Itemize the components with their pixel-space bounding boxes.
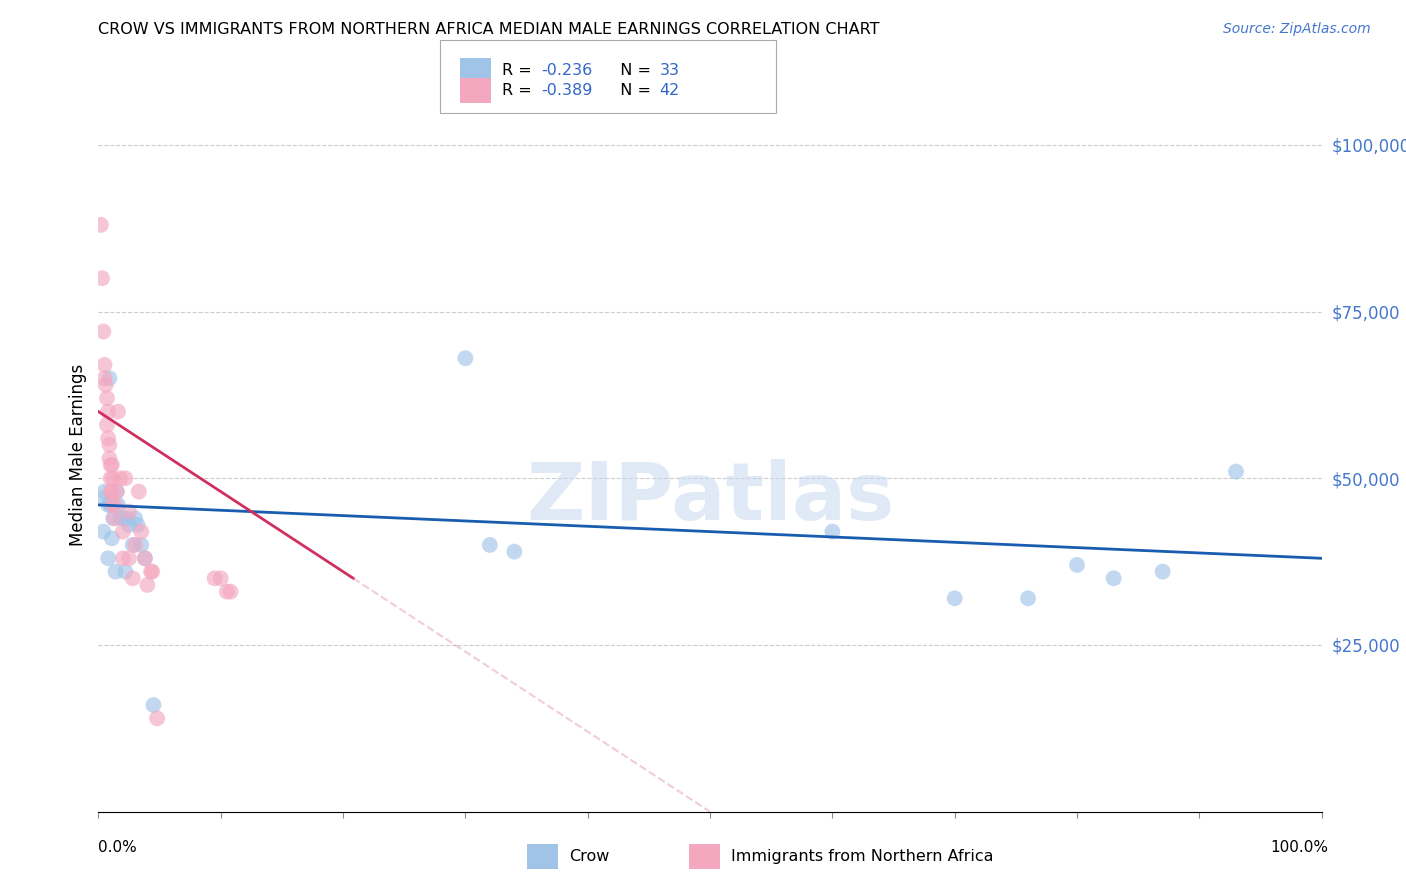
Point (503, 544, 526, 558)
Point (97, 431, 120, 445)
Point (103, 511, 125, 525)
Point (111, 524, 134, 539)
Text: N =: N = (610, 63, 657, 78)
Point (104, 565, 127, 579)
Point (129, 538, 152, 552)
Point (943, 591, 966, 606)
Point (1152, 565, 1174, 579)
Point (124, 511, 146, 525)
Text: Crow: Crow (569, 849, 610, 863)
Point (97, 404, 120, 418)
Point (142, 698, 165, 712)
Point (90, 218, 112, 232)
Point (93, 358, 115, 372)
Point (121, 571, 143, 585)
Point (101, 484, 124, 499)
Y-axis label: Median Male Earnings: Median Male Earnings (69, 364, 87, 546)
Point (121, 538, 143, 552)
Point (134, 551, 156, 566)
Point (134, 551, 156, 566)
Text: R =: R = (502, 83, 537, 97)
Point (215, 584, 238, 599)
Point (478, 538, 501, 552)
Point (204, 571, 226, 585)
Point (146, 711, 169, 725)
Text: 0.0%: 0.0% (98, 840, 138, 855)
Point (100, 458, 122, 472)
Point (91, 271, 114, 285)
Point (101, 511, 124, 525)
Point (1225, 465, 1247, 479)
Point (91, 524, 114, 539)
Point (101, 531, 124, 545)
Point (1017, 591, 1039, 606)
Point (91, 491, 114, 506)
Point (114, 471, 136, 485)
Point (219, 584, 242, 599)
Point (93, 371, 115, 385)
Text: -0.236: -0.236 (541, 63, 592, 78)
Point (101, 458, 124, 472)
Point (117, 511, 139, 525)
Point (118, 518, 141, 533)
Text: 42: 42 (659, 83, 679, 97)
Point (101, 471, 124, 485)
Point (454, 351, 477, 366)
Point (100, 484, 122, 499)
Text: R =: R = (502, 63, 537, 78)
Point (114, 565, 136, 579)
Point (96, 417, 118, 432)
Point (98, 371, 121, 385)
Point (96, 391, 118, 405)
Point (127, 518, 149, 533)
Text: 33: 33 (659, 63, 679, 78)
Point (98, 438, 121, 452)
Point (100, 471, 122, 485)
Text: Source: ZipAtlas.com: Source: ZipAtlas.com (1223, 22, 1371, 37)
Point (136, 578, 159, 592)
Point (107, 498, 129, 512)
Point (97, 498, 120, 512)
Text: -0.389: -0.389 (541, 83, 593, 97)
Point (98, 451, 121, 466)
Point (110, 511, 132, 525)
Point (105, 484, 128, 499)
Point (100, 498, 122, 512)
Point (139, 565, 162, 579)
Point (97, 551, 120, 566)
Point (118, 551, 141, 566)
Point (128, 484, 150, 499)
Text: N =: N = (610, 83, 657, 97)
Point (129, 524, 152, 539)
Point (93, 484, 115, 499)
Point (91, 325, 114, 339)
Text: Immigrants from Northern Africa: Immigrants from Northern Africa (731, 849, 994, 863)
Point (105, 484, 128, 499)
Point (209, 571, 232, 585)
Text: ZIPatlas: ZIPatlas (526, 458, 894, 537)
Point (94, 377, 117, 392)
Point (111, 551, 134, 566)
Text: 100.0%: 100.0% (1271, 840, 1329, 855)
Point (101, 498, 124, 512)
Text: CROW VS IMMIGRANTS FROM NORTHERN AFRICA MEDIAN MALE EARNINGS CORRELATION CHART: CROW VS IMMIGRANTS FROM NORTHERN AFRICA … (98, 22, 880, 37)
Point (111, 511, 134, 525)
Point (118, 505, 141, 519)
Point (1066, 558, 1088, 572)
Point (1102, 571, 1125, 585)
Point (110, 471, 132, 485)
Point (107, 404, 129, 418)
Point (124, 538, 146, 552)
Point (821, 524, 844, 539)
Point (103, 498, 125, 512)
Point (141, 565, 163, 579)
